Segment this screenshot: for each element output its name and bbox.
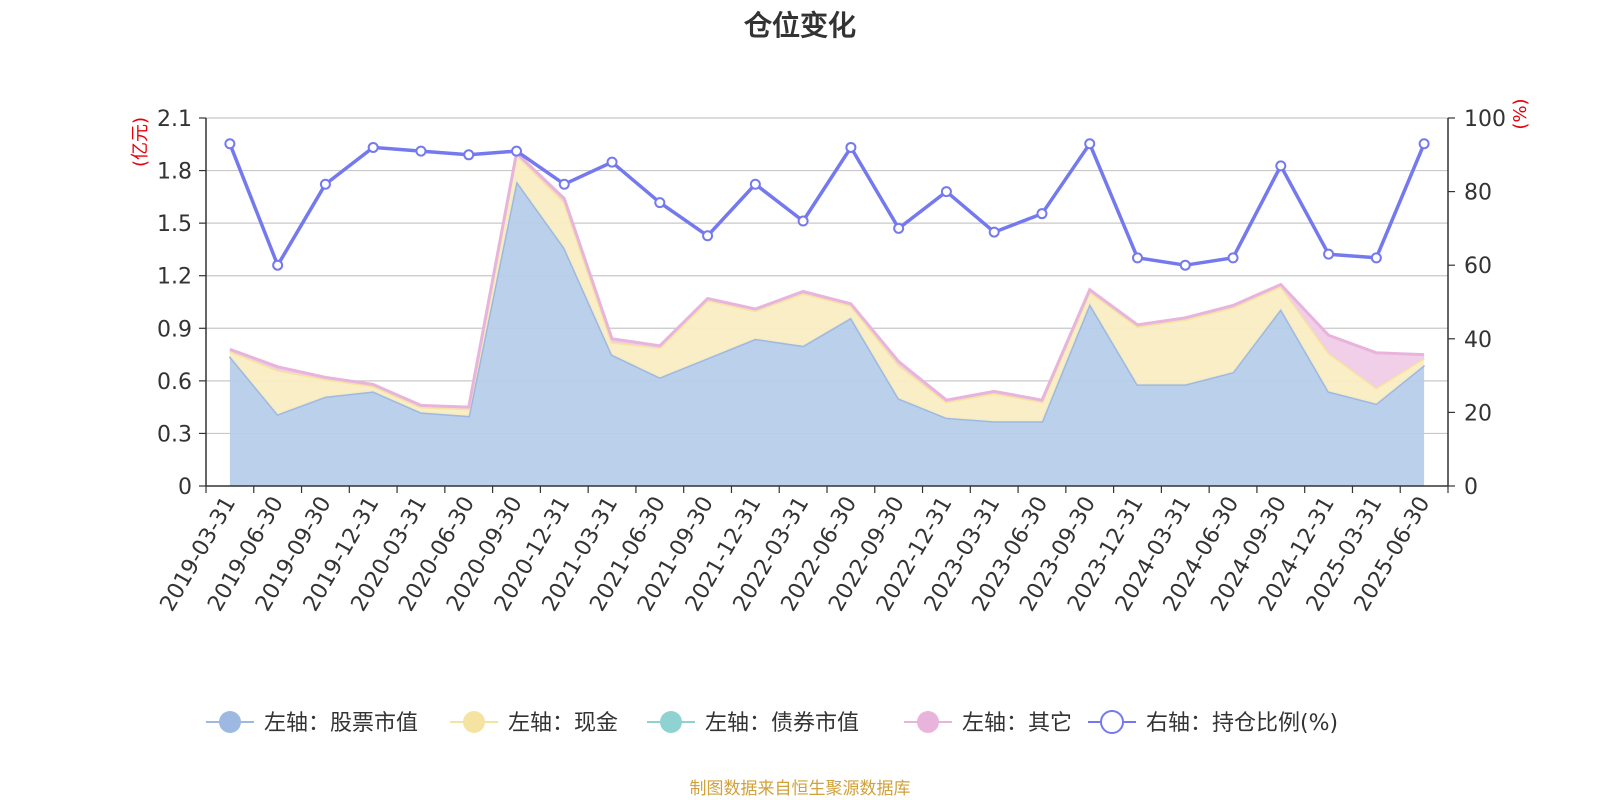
- legend-marker-0: [219, 711, 241, 733]
- ratio-point: [749, 178, 761, 190]
- left-axis-unit-label: (亿元): [130, 117, 151, 167]
- ratio-point: [319, 178, 331, 190]
- ratio-point: [1036, 208, 1048, 220]
- legend-label-4: 右轴：持仓比例(%): [1146, 711, 1338, 736]
- legend-label-0: 左轴：股票市值: [264, 711, 418, 736]
- right-axis-unit-label: (%): [1510, 98, 1531, 129]
- legend-marker-2: [660, 711, 682, 733]
- ratio-point: [988, 226, 1000, 238]
- ratio-point: [1227, 252, 1239, 264]
- ratio-point: [702, 230, 714, 242]
- ratio-line: [224, 138, 1430, 271]
- ratio-point: [415, 145, 427, 157]
- ratio-point: [558, 178, 570, 190]
- right-tick-label: 40: [1464, 328, 1492, 353]
- legend-marker-1: [463, 711, 485, 733]
- left-tick-label: 1.8: [157, 160, 192, 185]
- legend-marker-4: [1100, 710, 1124, 734]
- ratio-point: [367, 141, 379, 153]
- ratio-point: [893, 222, 905, 234]
- ratio-point: [1275, 160, 1287, 172]
- right-tick-label: 80: [1464, 181, 1492, 206]
- ratio-point: [1179, 259, 1191, 271]
- ratio-point: [654, 197, 666, 209]
- left-tick-label: 1.2: [157, 265, 192, 290]
- ratio-point: [463, 149, 475, 161]
- left-tick-label: 1.5: [157, 212, 192, 237]
- ratio-point: [1084, 138, 1096, 150]
- ratio-point: [940, 186, 952, 198]
- area-series-0: [229, 181, 1425, 486]
- ratio-point: [224, 138, 236, 150]
- ratio-point: [1370, 252, 1382, 264]
- ratio-point: [606, 156, 618, 168]
- ratio-point: [1418, 138, 1430, 150]
- ratio-point: [511, 145, 522, 157]
- chart-title: 仓位变化: [743, 9, 856, 42]
- legend-label-3: 左轴：其它: [962, 711, 1072, 736]
- ratio-point: [845, 141, 857, 153]
- legend-marker-3: [917, 711, 939, 733]
- right-tick-label: 100: [1464, 107, 1506, 132]
- area-edge-series-3: [229, 150, 1425, 409]
- right-tick-label: 20: [1464, 401, 1492, 426]
- data-source-note: 制图数据来自恒生聚源数据库: [689, 779, 911, 799]
- ratio-point: [272, 259, 284, 271]
- right-tick-label: 60: [1464, 254, 1492, 279]
- area-series-1: [229, 154, 1425, 422]
- left-tick-label: 0: [178, 475, 192, 500]
- right-tick-label: 0: [1464, 475, 1478, 500]
- ratio-point: [1132, 252, 1143, 264]
- legend-label-1: 左轴：现金: [508, 711, 618, 736]
- legend: 左轴：股票市值 左轴：现金 左轴：债券市值 左轴：其它 右轴：持仓比例(%): [206, 710, 1338, 736]
- left-tick-label: 0.6: [157, 370, 192, 395]
- ratio-line-path: [228, 142, 1426, 267]
- legend-label-2: 左轴：债券市值: [705, 711, 859, 736]
- ratio-point: [797, 215, 809, 227]
- left-tick-label: 0.9: [157, 317, 192, 342]
- stacked-areas: [228, 150, 1426, 486]
- ratio-point: [1323, 248, 1335, 260]
- left-tick-label: 2.1: [157, 107, 192, 132]
- left-tick-label: 0.3: [157, 422, 192, 447]
